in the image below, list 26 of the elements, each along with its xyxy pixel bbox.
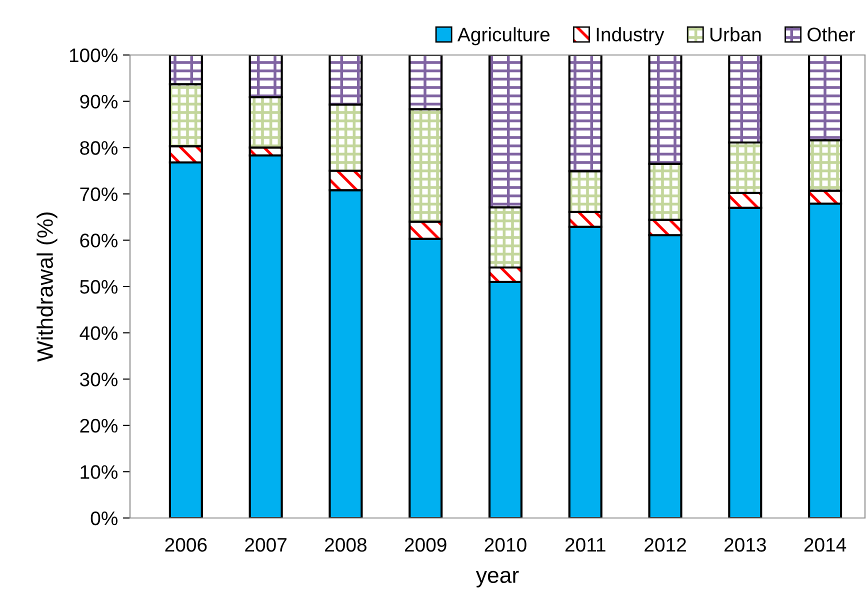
legend-label: Agriculture [457,27,550,46]
legend-label: Urban [710,27,761,42]
y-tick-label: 90% [80,94,118,109]
y-tick-label: 100% [70,48,118,62]
x-tick-label: 2011 [565,538,606,552]
y-tick-label: 0% [90,511,118,526]
x-tick-label: 2008 [325,538,366,552]
y-tick-label: 30% [80,372,118,386]
x-tick-label: 2006 [165,538,207,552]
y-tick-label: 60% [80,234,118,248]
y-tick-label: 40% [80,326,118,340]
y-tick-label: 20% [80,418,118,433]
x-tick-label: 2012 [644,538,686,552]
y-tick-label: 70% [80,187,118,202]
legend-label: Industry [596,27,664,46]
y-tick-label: 80% [80,141,118,155]
x-tick-label: 2013 [724,538,766,552]
x-axis-title: year [476,570,519,588]
x-tick-label: 2007 [245,538,286,552]
x-tick-label: 2009 [404,538,446,552]
x-tick-label: 2010 [484,538,526,552]
y-tick-label: 10% [80,465,118,479]
y-axis-title: Withdrawal (%) [36,212,58,362]
x-tick-label: 2014 [804,538,846,552]
legend-label: Other [808,27,855,42]
y-tick-label: 50% [80,280,118,294]
